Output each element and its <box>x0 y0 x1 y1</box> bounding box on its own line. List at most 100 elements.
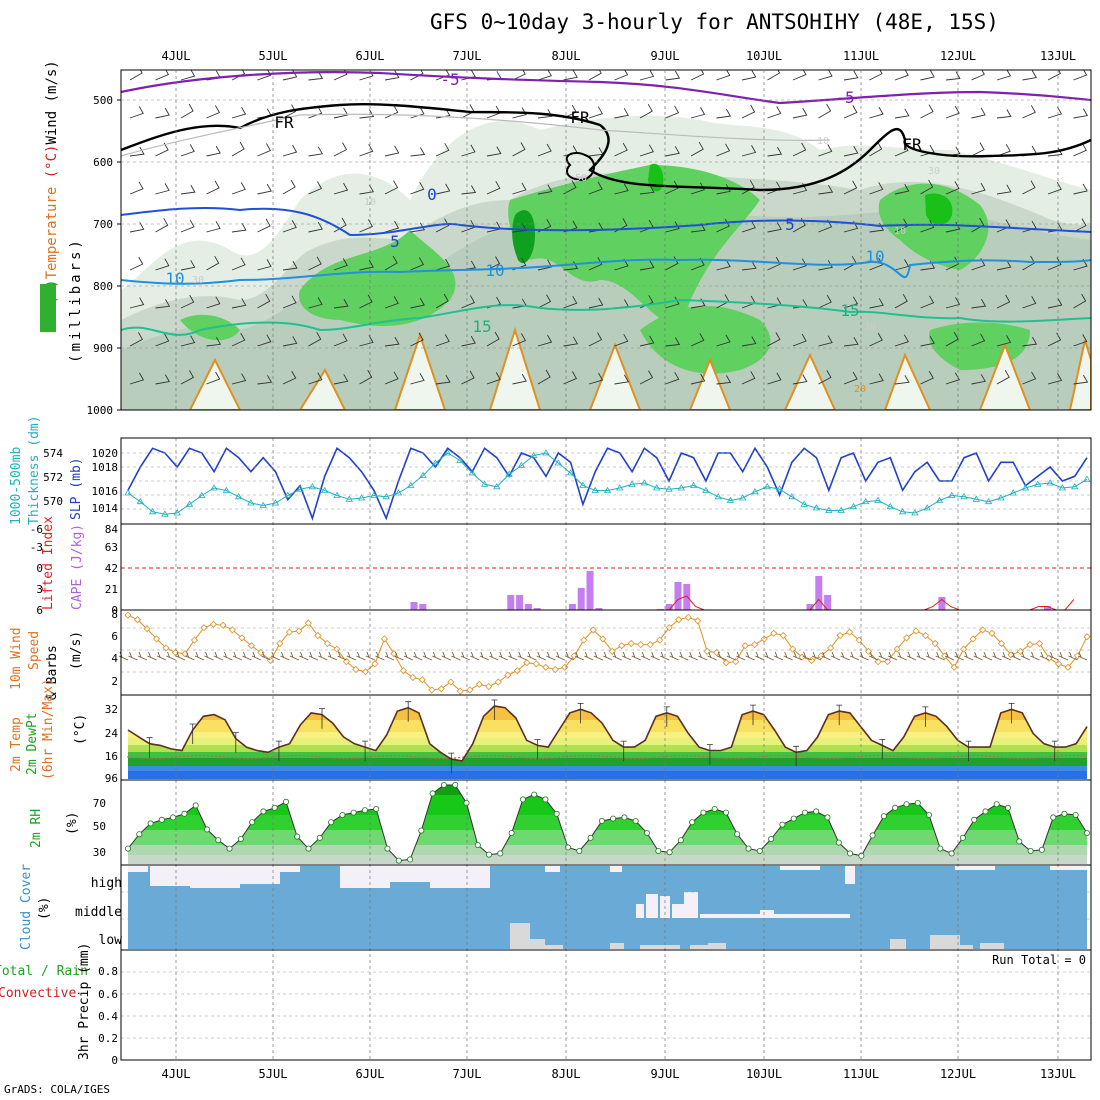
thickness-point <box>222 486 231 493</box>
rh-band <box>128 815 1087 830</box>
wind-barb <box>767 332 781 347</box>
wind-barb <box>818 260 833 271</box>
wind-barb <box>767 70 781 81</box>
wind-barb <box>206 371 221 385</box>
wind-speed-point <box>494 678 502 686</box>
wind-barb <box>716 70 731 81</box>
cape-bar <box>683 584 691 610</box>
wind-speed-point <box>713 648 721 657</box>
rh-point <box>260 808 267 815</box>
wind-barb <box>588 70 602 81</box>
contour-label: 30 <box>928 166 940 177</box>
cape-tick: 42 <box>105 562 118 575</box>
wind-barb <box>282 144 298 157</box>
wind-barb <box>129 332 144 347</box>
surface-wind-barb <box>669 651 679 661</box>
wind-barb <box>512 107 527 119</box>
high-cloud <box>128 866 148 872</box>
wind-speed-point <box>532 660 540 668</box>
temp-minmax-bar <box>491 699 498 720</box>
thickness-point <box>468 469 477 476</box>
slp-thickness-panel <box>121 438 1091 524</box>
surface-wind-barb <box>479 651 489 661</box>
date-label-bottom: 9JUL <box>651 1067 680 1081</box>
thickness-point <box>726 496 735 503</box>
wind-barb <box>971 217 985 233</box>
rh-point <box>937 845 944 852</box>
thickness-point <box>825 506 833 513</box>
rh-band <box>128 830 1087 845</box>
li-tick: 3 <box>36 583 43 596</box>
wind-barb <box>843 70 859 81</box>
temp-minmax-bar <box>965 740 972 762</box>
rh-yunit: (%) <box>65 812 80 835</box>
thickness-point <box>542 449 550 456</box>
wind-barb <box>639 260 655 271</box>
cloud-sky <box>128 866 1087 949</box>
surface-wind-barb <box>916 651 926 661</box>
wind-speed-point <box>124 611 132 619</box>
temp-tick: 16 <box>105 750 118 763</box>
low-cloud <box>640 945 680 949</box>
temp-band <box>128 771 1087 779</box>
wind-barb <box>690 182 705 195</box>
rh-point <box>700 809 707 816</box>
rh-point <box>914 800 921 807</box>
rh-point <box>181 810 188 817</box>
thickness-point <box>812 504 821 511</box>
wind-barb <box>231 182 246 195</box>
surface-wind-barb <box>1049 651 1059 661</box>
wind-barb <box>129 70 143 81</box>
surface-wind-barb <box>498 651 508 661</box>
wind-speed-point <box>827 644 835 652</box>
wind-barb <box>1047 257 1062 271</box>
wind-speed-point <box>1073 652 1082 660</box>
wind-barb <box>843 180 858 195</box>
run-total: Run Total = 0 <box>992 953 1086 967</box>
wind-barb <box>665 105 680 119</box>
li-tick: 0 <box>36 562 43 575</box>
date-label-bottom: 12JUL <box>940 1067 976 1081</box>
temp-band <box>128 766 1087 771</box>
surface-wind-barb <box>792 651 803 661</box>
wind-barb <box>155 107 170 119</box>
wind-speed-point <box>637 641 645 649</box>
rh-point <box>294 833 301 840</box>
wind-speed-point <box>836 631 844 640</box>
contour-label: 10 <box>165 269 184 288</box>
thickness-point <box>259 501 267 508</box>
wind-barb <box>435 108 451 119</box>
rh-ylabel: 2m RH <box>29 809 44 848</box>
rh-point <box>328 819 335 826</box>
surface-wind-barb <box>660 651 670 661</box>
wind-barb <box>282 104 297 119</box>
surface-wind-barb <box>755 651 765 661</box>
gridlines <box>121 70 1091 1060</box>
cape-bar <box>419 604 427 610</box>
thickness-ylabel-2: Thickness (dm) <box>27 415 42 525</box>
surface-wind-barb <box>745 651 755 661</box>
contour-label: FR <box>902 135 922 154</box>
thickness-point <box>1046 479 1054 486</box>
thickness-point <box>702 486 710 493</box>
thickness-point <box>345 495 354 502</box>
high-cloud <box>470 866 488 880</box>
date-label-top: 4JUL <box>162 49 191 63</box>
wind-barb <box>996 259 1012 271</box>
surface-wind-barb <box>204 651 214 661</box>
thickness-point <box>898 508 907 515</box>
wind-barb <box>894 70 909 81</box>
wind-barb <box>920 144 935 157</box>
wind-barb <box>588 297 604 309</box>
rh-point <box>1072 812 1079 819</box>
rh-point <box>305 845 312 852</box>
wind-barb <box>1073 218 1087 233</box>
wind-speed-point <box>694 617 702 625</box>
wind-speed-point <box>200 624 208 632</box>
wind-speed-point <box>466 686 474 694</box>
wind-barb <box>206 296 221 309</box>
thickness-point <box>529 451 538 458</box>
wind-barb <box>690 141 704 157</box>
wind-barb <box>333 374 349 385</box>
wind-speed-point <box>152 635 161 643</box>
